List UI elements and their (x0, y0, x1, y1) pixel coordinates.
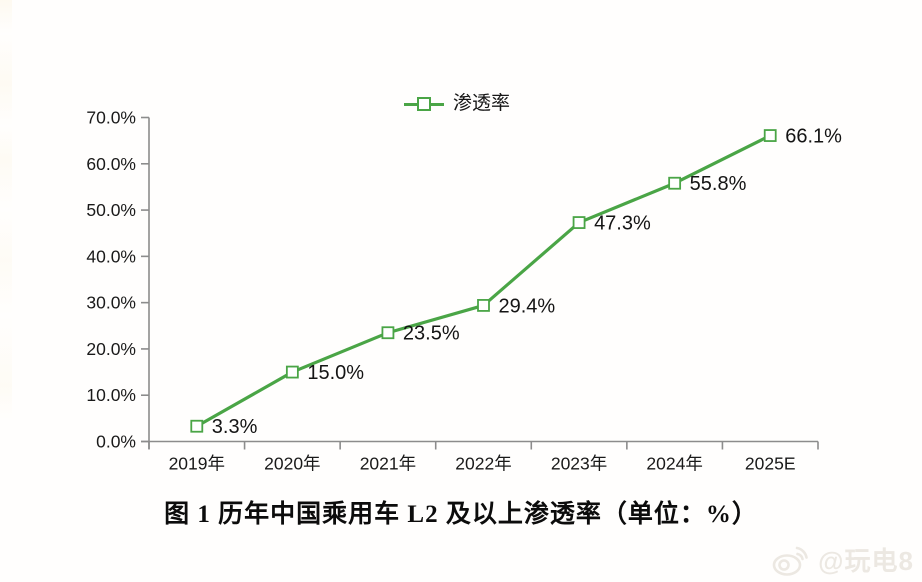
y-tick-label: 20.0% (86, 339, 136, 359)
legend-line-marker (404, 97, 444, 111)
x-tick-label: 2021年 (360, 454, 416, 474)
data-point-marker (763, 129, 777, 142)
data-point-marker (477, 299, 490, 312)
data-label: 55.8% (690, 173, 747, 195)
series-line (195, 134, 771, 428)
data-point-marker (381, 326, 395, 340)
data-label: 23.5% (403, 323, 460, 345)
y-tick-label: 30.0% (86, 293, 136, 313)
legend-label: 渗透率 (453, 93, 511, 114)
data-point-marker (190, 419, 204, 433)
data-label: 47.3% (594, 213, 651, 235)
watermark: @玩电8 (770, 541, 914, 578)
y-tick-label: 70.0% (86, 108, 136, 128)
x-tick-label: 2019年 (169, 454, 225, 474)
chart-caption: 图 1 历年中国乘用车 L2 及以上渗透率（单位：%） (164, 501, 758, 528)
data-label: 3.3% (212, 416, 258, 438)
y-tick-label: 50.0% (86, 200, 136, 220)
legend-square-marker (417, 97, 431, 111)
x-tick-label: 2024年 (646, 454, 702, 474)
x-tick-label: 2020年 (264, 454, 320, 474)
chart-legend: 渗透率 (404, 93, 510, 115)
x-tick-label: 2025E (745, 454, 796, 474)
weibo-icon (772, 546, 808, 576)
data-label: 15.0% (307, 362, 364, 384)
data-label: 29.4% (499, 295, 556, 317)
watermark-text: @玩电8 (818, 546, 914, 576)
x-tick-label: 2023年 (551, 454, 607, 474)
line-chart: 0.0% 10.0% 20.0% 30.0% 40.0% 50.0% 60.0% 70.0% 2… (86, 108, 842, 474)
x-tick-label: 2022年 (455, 454, 511, 474)
y-tick-label: 60.0% (86, 154, 136, 174)
data-point-marker (285, 365, 299, 379)
data-point-marker (572, 216, 586, 229)
data-point-marker (668, 176, 682, 190)
data-label: 66.1% (785, 126, 842, 148)
y-tick-label: 0.0% (96, 432, 136, 452)
y-tick-label: 40.0% (86, 246, 136, 266)
y-tick-label: 10.0% (86, 385, 136, 405)
